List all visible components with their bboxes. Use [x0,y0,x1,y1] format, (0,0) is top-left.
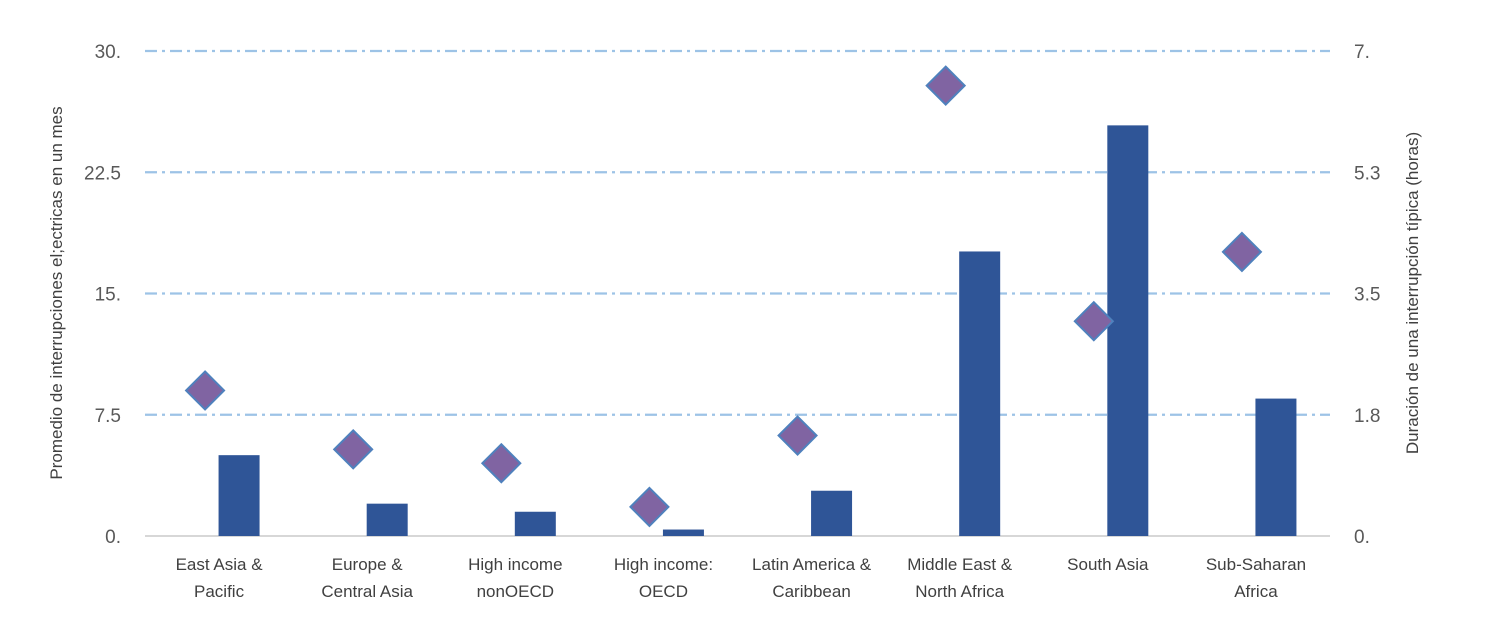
bar [959,251,1001,536]
gridlines [145,49,1330,416]
bar [218,455,260,536]
bar [662,529,704,536]
category-label: High income nonOECD [468,555,563,601]
bar-series [218,125,1297,536]
right-tick-label: 3.5 [1354,285,1380,306]
diamond-series [184,65,1263,528]
diamond-marker [184,370,226,411]
right-axis-title: Duración de una interrupción típica (hor… [1403,132,1422,454]
category-label: Latin America & Caribbean [752,555,872,601]
left-tick-label: 15. [95,285,121,306]
bar [1107,125,1149,536]
category-label: East Asia & Pacific [176,555,264,601]
diamond-marker [1221,231,1263,273]
category-label: Middle East & North Africa [907,555,1013,601]
right-axis-ticks: 0. 1.8 3.5 5.3 7. [1354,42,1380,548]
category-label: High income: OECD [614,555,713,601]
right-tick-label: 5.3 [1354,163,1380,184]
left-tick-label: 22.5 [84,163,121,184]
bar [1255,398,1297,536]
right-tick-label: 7. [1354,42,1370,63]
diamond-marker [332,428,374,470]
bar [811,490,853,536]
category-label: Sub-Saharan Africa [1206,555,1306,601]
category-labels: East Asia & Pacific Europe & Central Asia Hi… [176,555,1306,601]
left-tick-label: 0. [105,527,121,548]
category-label: Europe & Central Asia [321,555,413,601]
diamond-marker [1073,300,1115,342]
left-axis-title: Promedio de interrupciones el;ectricas e… [47,106,66,479]
diamond-marker [777,415,818,456]
left-tick-label: 30. [95,42,121,63]
diamond-marker [629,486,670,528]
right-tick-label: 1.8 [1354,406,1380,427]
diamond-marker [480,442,522,484]
bar [514,511,556,536]
right-tick-label: 0. [1354,527,1370,548]
diamond-marker [925,65,967,107]
left-tick-label: 7.5 [95,406,121,427]
category-label: South Asia [1067,555,1149,574]
left-axis-ticks: 0. 7.5 15. 22.5 30. [84,42,121,548]
bar [366,503,408,536]
